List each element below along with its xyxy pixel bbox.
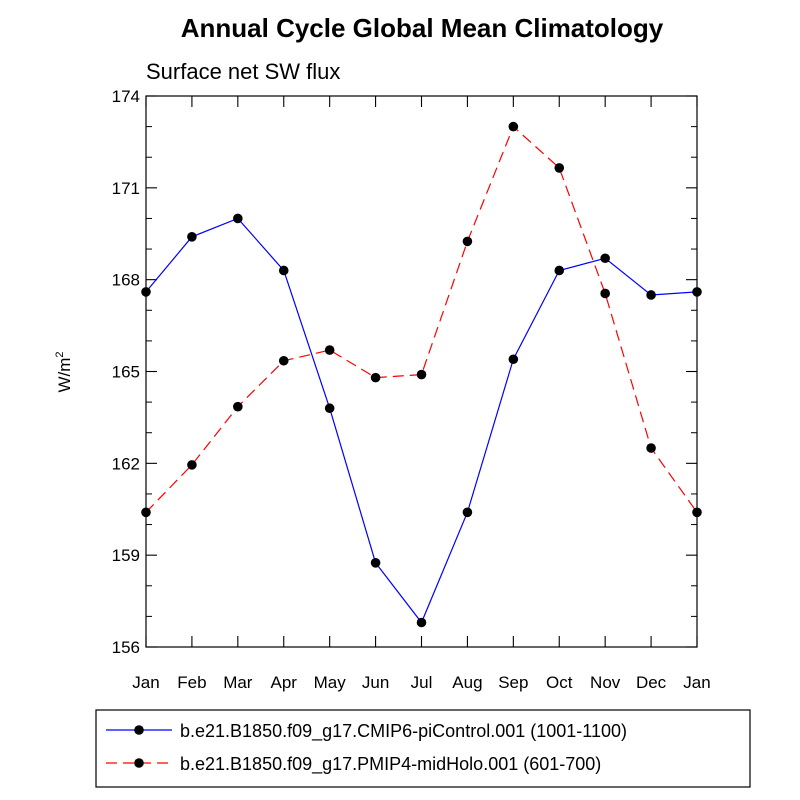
y-tick-label: 156	[112, 638, 140, 657]
series-1-point	[554, 163, 565, 173]
legend-label-0: b.e21.B1850.f09_g17.CMIP6-piControl.001 …	[180, 721, 627, 742]
series-0-point	[416, 617, 427, 628]
x-tick-label: Mar	[223, 673, 253, 692]
x-tick-label: Apr	[271, 673, 298, 692]
series-1-point	[646, 443, 656, 453]
x-tick-label: Aug	[452, 673, 482, 692]
series-1-point	[508, 121, 519, 132]
series-1-point	[324, 345, 335, 355]
series-0-point	[324, 403, 335, 414]
series-1-point	[141, 507, 151, 518]
series-0-point	[233, 213, 243, 224]
axis-ticks: 156 159 162 165 168 171 174 Jan Feb Mar Apr May Jun J…	[112, 87, 711, 692]
x-tick-label: Nov	[590, 673, 621, 692]
y-tick-label: 159	[112, 546, 140, 565]
legend: b.e21.B1850.f09_g17.CMIP6-piControl.001 …	[106, 721, 627, 775]
series-1-point	[462, 236, 473, 247]
y-axis-label: W/m2	[54, 351, 74, 392]
chart-title: Annual Cycle Global Mean Climatology	[181, 13, 664, 43]
legend-marker-0	[134, 725, 144, 735]
series-1-point	[600, 288, 610, 299]
y-tick-label: 165	[112, 363, 140, 382]
x-tick-label: Dec	[636, 673, 667, 692]
legend-marker-1	[134, 758, 144, 768]
series-0-point	[554, 265, 565, 276]
series-0-point	[646, 290, 656, 300]
series-0-point	[370, 558, 381, 568]
series-0-point	[692, 287, 702, 297]
series-0-point	[462, 507, 473, 518]
legend-box	[95, 709, 751, 788]
y-tick-label: 162	[112, 454, 140, 473]
x-tick-label: May	[314, 673, 347, 692]
series-0-point	[600, 253, 610, 264]
series-1-point	[233, 401, 243, 412]
y-tick-label: 168	[112, 271, 140, 290]
x-tick-label: Sep	[498, 673, 528, 692]
series-0-point	[278, 265, 289, 276]
series-1-point	[416, 369, 427, 380]
chart-subtitle: Surface net SW flux	[146, 59, 340, 84]
series-1-point	[278, 355, 289, 366]
series-0-point	[187, 232, 197, 242]
y-tick-label: 174	[112, 87, 140, 106]
series-line-0	[145, 217, 698, 624]
legend-label-1: b.e21.B1850.f09_g17.PMIP4-midHolo.001 (6…	[180, 754, 601, 775]
x-tick-label: Oct	[546, 673, 573, 692]
x-tick-label: Jan	[683, 673, 710, 692]
series-line-1	[145, 125, 698, 513]
series-0-point	[508, 354, 519, 365]
series-1-point	[692, 507, 702, 518]
x-tick-label: Jun	[362, 673, 389, 692]
series-layer	[141, 121, 702, 628]
series-1-point	[370, 372, 381, 383]
x-tick-label: Jan	[132, 673, 159, 692]
series-0-point	[141, 287, 151, 297]
series-1-point	[187, 460, 197, 470]
x-tick-label: Jul	[411, 673, 433, 692]
y-tick-label: 171	[112, 179, 140, 198]
x-tick-label: Feb	[177, 673, 206, 692]
